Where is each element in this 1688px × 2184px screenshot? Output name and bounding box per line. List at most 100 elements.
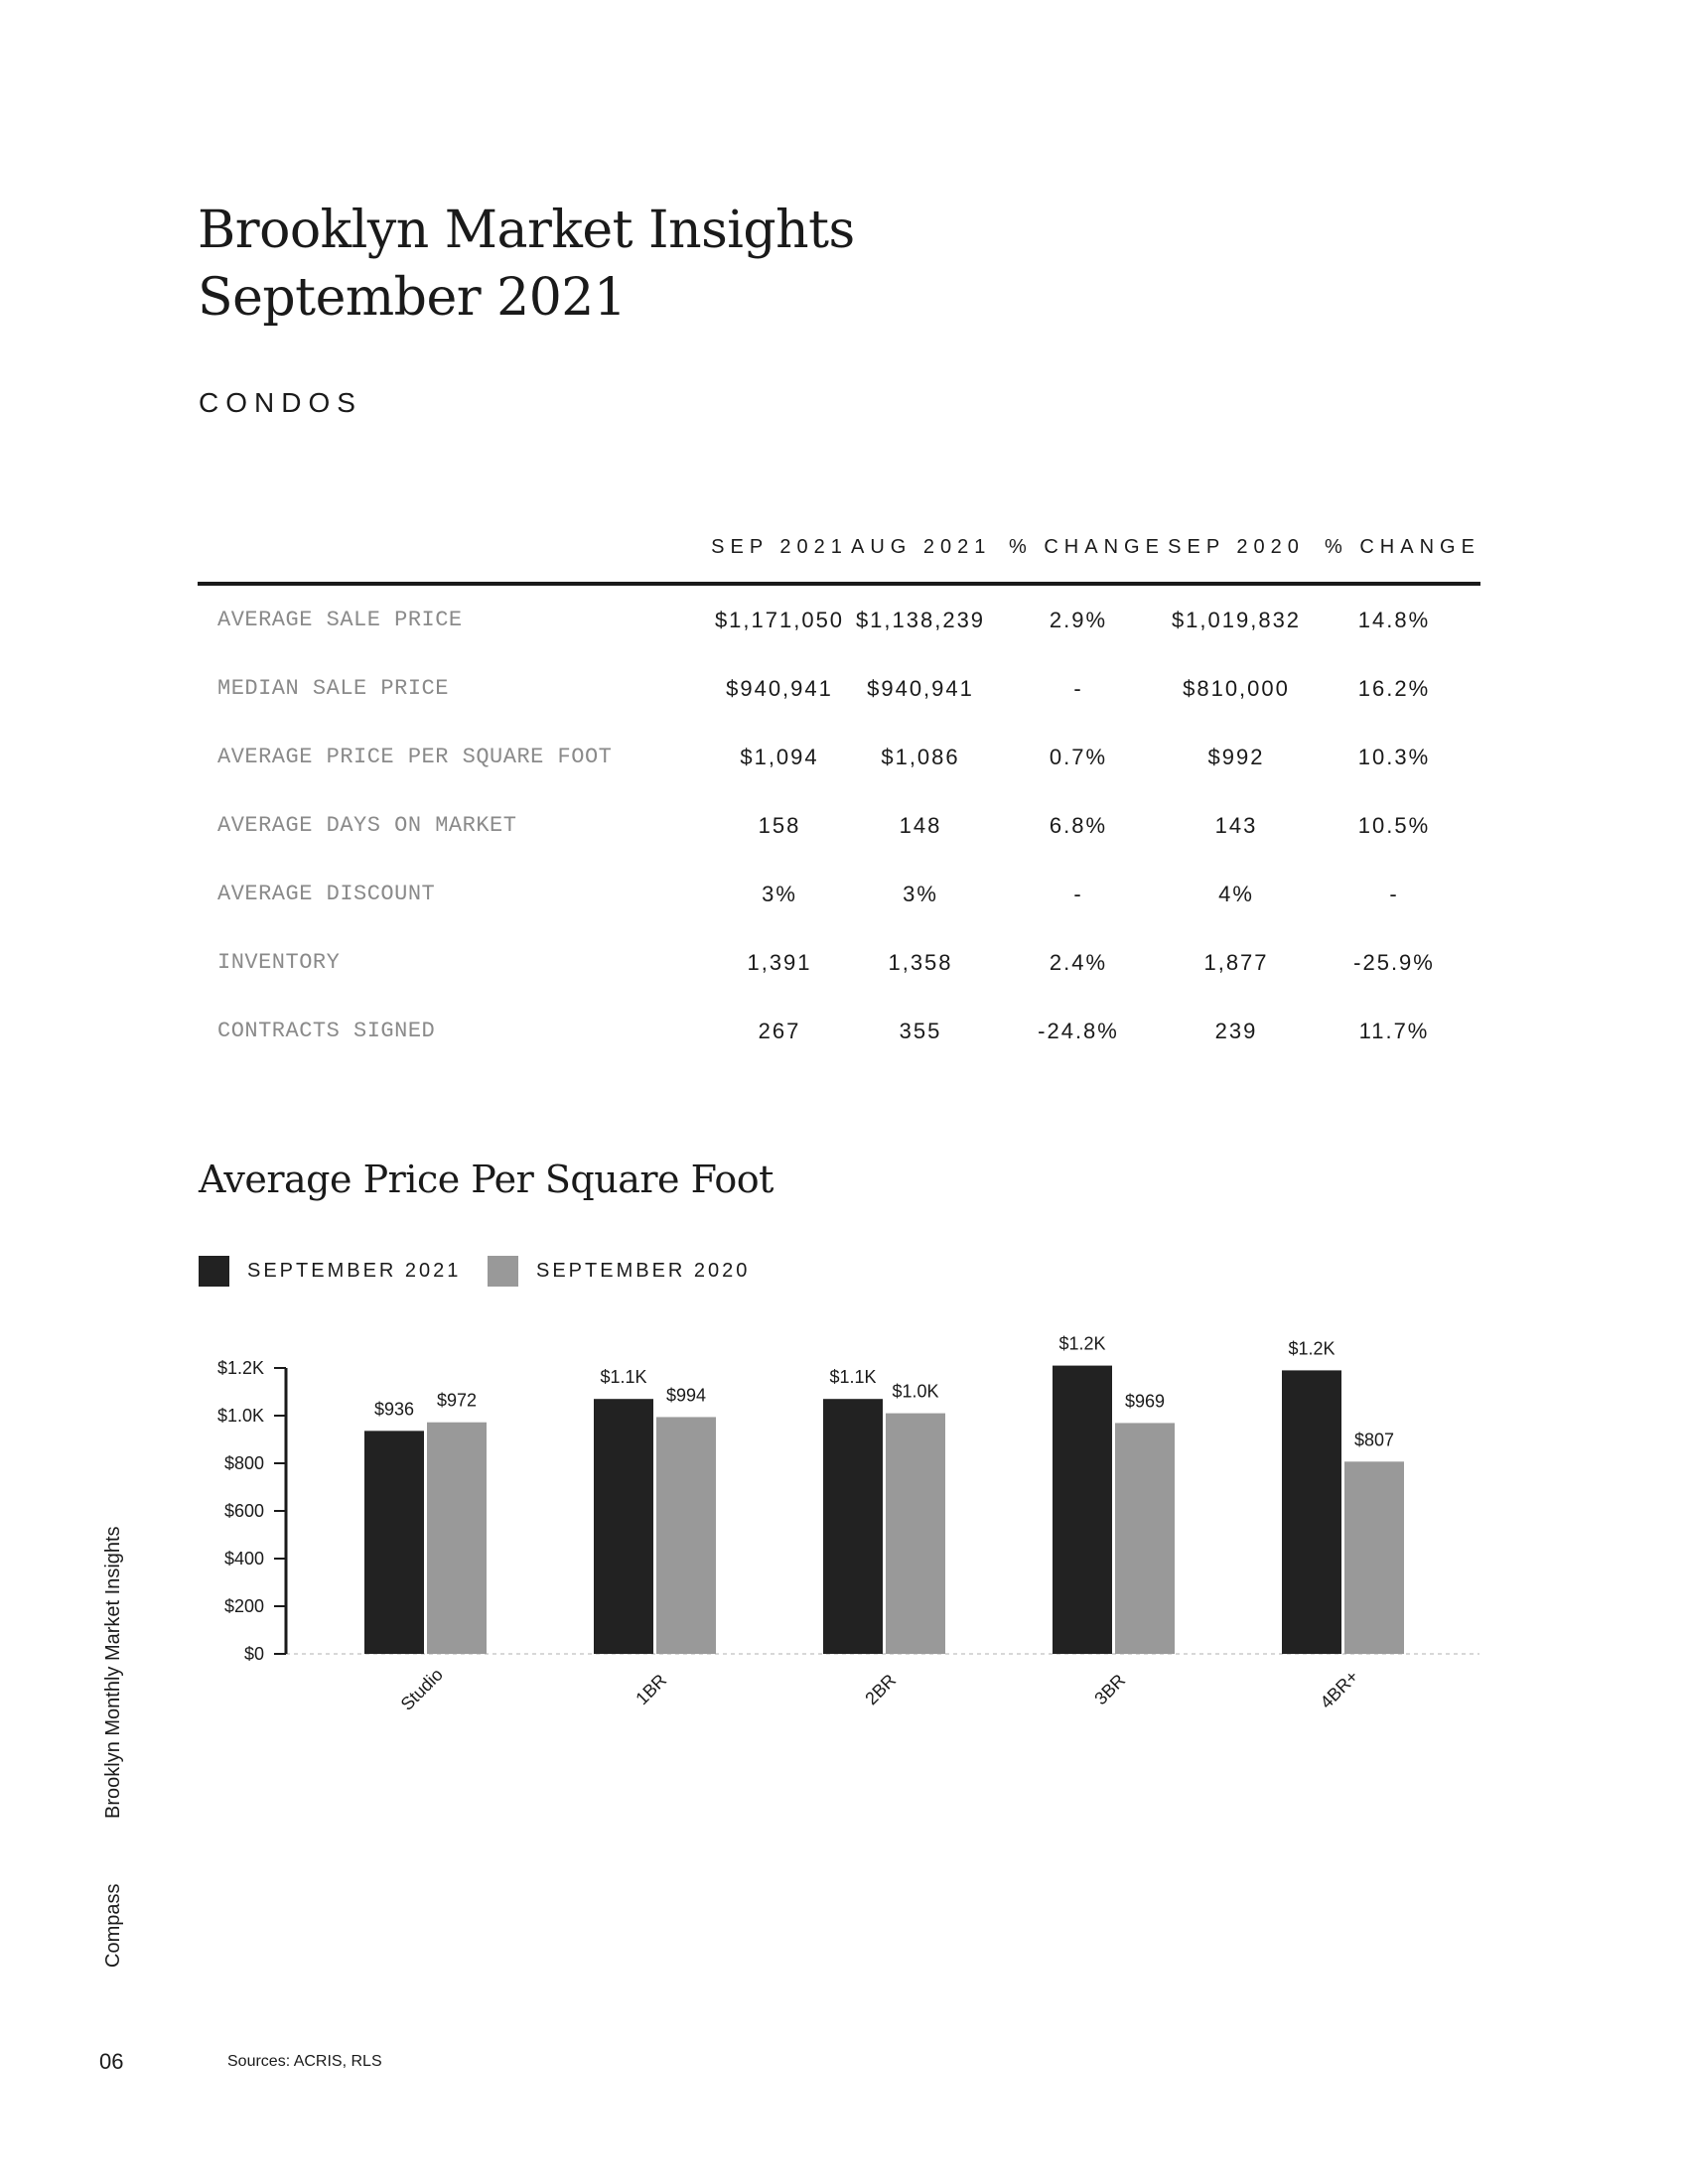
bar-studio-sep-2021	[364, 1431, 424, 1654]
bar-4br-sep-2021	[1282, 1370, 1341, 1654]
bar-value-label: $972	[437, 1391, 477, 1411]
report-title-line-1: Brooklyn Market Insights	[198, 201, 855, 260]
y-tick-label: $400	[224, 1549, 264, 1569]
y-tick-label: $800	[224, 1453, 264, 1473]
column-header: % CHANGE	[1009, 536, 1165, 558]
column-header: SEP 2020	[1168, 536, 1305, 558]
row-label: AVERAGE DAYS ON MARKET	[217, 813, 517, 838]
table-cell: $810,000	[1183, 676, 1290, 701]
bar-value-label: $1.1K	[829, 1367, 876, 1387]
table-cell: -	[1389, 882, 1399, 906]
bar-1br-sep-2021	[594, 1399, 653, 1654]
table-row: MEDIAN SALE PRICE $940,941 $940,941 - $8…	[0, 676, 1688, 716]
y-tick-label: $600	[224, 1501, 264, 1521]
bar-2br-sep-2020	[886, 1413, 945, 1654]
table-cell: -	[1073, 882, 1083, 906]
table-cell: 6.8%	[1049, 813, 1108, 838]
bar-value-label: $969	[1125, 1391, 1165, 1411]
table-cell: $1,138,239	[855, 608, 986, 632]
table-cell: 10.5%	[1357, 813, 1431, 838]
table-cell: 267	[758, 1019, 801, 1043]
chart-title: Average Price Per Square Foot	[199, 1158, 774, 1201]
bar-value-label: $1.1K	[600, 1367, 646, 1387]
table-row: INVENTORY 1,391 1,358 2.4% 1,877 -25.9%	[0, 950, 1688, 990]
table-cell: 1,358	[888, 950, 953, 975]
table-cell: 143	[1214, 813, 1258, 838]
y-tick-label: $0	[244, 1644, 264, 1664]
table-cell: 148	[899, 813, 942, 838]
page-number: 06	[99, 2049, 124, 2074]
column-header: SEP 2021	[711, 536, 848, 558]
section-label: CONDOS	[199, 387, 362, 418]
table-cell: $1,094	[740, 745, 819, 769]
column-header: AUG 2021	[851, 536, 992, 558]
table-row: AVERAGE DAYS ON MARKET 158 148 6.8% 143 …	[0, 813, 1688, 853]
table-cell: 16.2%	[1357, 676, 1431, 701]
x-category-label: 1BR	[632, 1670, 670, 1708]
column-header: % CHANGE	[1325, 536, 1480, 558]
table-cell: 4%	[1218, 882, 1254, 906]
table-header: SEP 2021 AUG 2021 % CHANGE SEP 2020 % CH…	[0, 536, 1688, 566]
table-cell: $1,171,050	[714, 608, 845, 632]
report-title: Brooklyn Market Insights September 2021	[198, 197, 855, 332]
x-category-label: 3BR	[1090, 1670, 1129, 1708]
bar-1br-sep-2020	[656, 1417, 716, 1654]
table-cell: 11.7%	[1358, 1019, 1430, 1043]
table-cell: 14.8%	[1357, 608, 1431, 632]
table-cell: 10.3%	[1357, 745, 1431, 769]
table-cell: 2.9%	[1049, 608, 1108, 632]
table-cell: $940,941	[867, 676, 974, 701]
bar-value-label: $1.2K	[1058, 1334, 1105, 1354]
bar-3br-sep-2020	[1115, 1423, 1175, 1654]
row-label: MEDIAN SALE PRICE	[217, 676, 449, 701]
legend-label: SEPTEMBER 2020	[536, 1260, 751, 1282]
y-tick-label: $1.0K	[217, 1406, 264, 1426]
table-header-rule	[198, 582, 1480, 586]
table-row: AVERAGE SALE PRICE $1,171,050 $1,138,239…	[0, 608, 1688, 647]
bar-chart: $0 $200 $400 $600 $800 $1.0K $1.2K $936 $972 Stud…	[217, 1334, 1479, 1714]
sources-note: Sources: ACRIS, RLS	[227, 2053, 382, 2070]
legend-swatch	[488, 1256, 518, 1287]
table-cell: $1,019,832	[1171, 608, 1302, 632]
side-title: Brooklyn Monthly Market Insights	[102, 1526, 124, 1819]
table-cell: 355	[899, 1019, 942, 1043]
row-label: CONTRACTS SIGNED	[217, 1019, 436, 1043]
table-row: AVERAGE PRICE PER SQUARE FOOT $1,094 $1,…	[0, 745, 1688, 784]
table-cell: 239	[1214, 1019, 1258, 1043]
legend-label: SEPTEMBER 2021	[247, 1260, 462, 1282]
bar-value-label: $994	[666, 1385, 706, 1405]
table-cell: $940,941	[726, 676, 833, 701]
bar-studio-sep-2020	[427, 1422, 487, 1654]
row-label: AVERAGE DISCOUNT	[217, 882, 436, 906]
y-tick-label: $1.2K	[217, 1358, 264, 1378]
table-cell: -25.9%	[1353, 950, 1435, 975]
x-category-label: Studio	[397, 1665, 447, 1714]
x-category-label: 4BR+	[1317, 1667, 1362, 1712]
table-row: CONTRACTS SIGNED 267 355 -24.8% 239 11.7…	[0, 1019, 1688, 1058]
row-label: AVERAGE PRICE PER SQUARE FOOT	[217, 745, 613, 769]
table-cell: 1,877	[1203, 950, 1269, 975]
bar-3br-sep-2021	[1053, 1365, 1112, 1654]
row-label: AVERAGE SALE PRICE	[217, 608, 463, 632]
table-cell: 3%	[903, 882, 938, 906]
side-brand: Compass	[102, 1883, 124, 1968]
table-cell: $992	[1207, 745, 1265, 769]
x-category-label: 2BR	[861, 1670, 900, 1708]
table-cell: 158	[758, 813, 801, 838]
report-title-line-2: September 2021	[198, 268, 627, 328]
bar-value-label: $1.0K	[892, 1382, 938, 1402]
table-cell: 2.4%	[1049, 950, 1108, 975]
bar-4br-sep-2020	[1344, 1461, 1404, 1654]
y-tick-label: $200	[224, 1596, 264, 1616]
bar-value-label: $1.2K	[1288, 1338, 1335, 1358]
table-cell: $1,086	[881, 745, 960, 769]
table-cell: -24.8%	[1038, 1019, 1119, 1043]
row-label: INVENTORY	[217, 950, 341, 975]
table-cell: 3%	[762, 882, 797, 906]
table-row: AVERAGE DISCOUNT 3% 3% - 4% -	[0, 882, 1688, 921]
table-cell: -	[1073, 676, 1083, 701]
bar-value-label: $936	[374, 1399, 414, 1419]
table-cell: 0.7%	[1049, 745, 1108, 769]
bar-2br-sep-2021	[823, 1399, 883, 1654]
legend-swatch	[199, 1256, 229, 1287]
